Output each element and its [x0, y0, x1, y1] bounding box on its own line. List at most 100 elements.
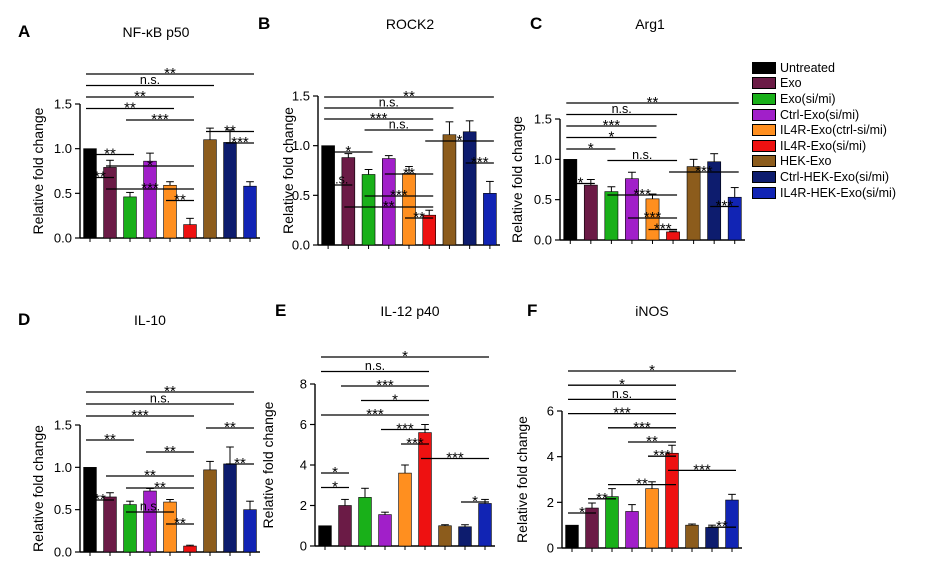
panel-title: Arg1 [635, 16, 665, 32]
bar [123, 196, 137, 239]
bar [203, 139, 217, 239]
significance-label: * [332, 479, 338, 496]
legend-label: Ctrl-Exo(si/mi) [780, 107, 860, 122]
panel-letter: E [275, 301, 286, 320]
legend-swatch [752, 186, 776, 199]
significance-label: *** [406, 435, 424, 452]
bar [358, 497, 372, 547]
legend-item: Untreated [752, 60, 896, 76]
significance-label: * [332, 464, 338, 481]
significance-label: ** [224, 419, 236, 436]
bar [685, 524, 699, 549]
y-tick-label: 1.5 [292, 89, 310, 104]
significance-label: n.s. [612, 102, 632, 116]
bar [338, 505, 352, 547]
y-tick-label: 4 [300, 458, 307, 473]
bar [183, 545, 197, 553]
bar [378, 514, 392, 547]
bar [478, 503, 492, 547]
panel-letter: A [18, 22, 30, 41]
significance-label: * [579, 504, 585, 521]
y-axis-label: Relative fold change [509, 116, 525, 243]
bar [361, 174, 376, 246]
legend-item: IL4R-Exo(ctrl-si/mi) [752, 122, 896, 138]
significance-label: * [457, 132, 463, 149]
significance-label: * [147, 157, 153, 174]
significance-label: * [345, 143, 351, 160]
significance-label: *** [613, 405, 631, 422]
significance-label: ** [413, 209, 425, 226]
significance-label: ** [403, 88, 415, 105]
panel-letter: C [530, 14, 542, 33]
significance-label: *** [693, 461, 711, 478]
bar [183, 224, 197, 239]
y-tick-label: 2 [300, 498, 307, 513]
significance-label: n.s. [612, 387, 632, 401]
bar [243, 185, 257, 239]
y-axis-label: Relative fold change [30, 425, 46, 552]
bar [83, 467, 97, 553]
y-tick-label: 0.0 [292, 238, 310, 253]
legend-label: Ctrl-HEK-Exo(si/mi) [780, 169, 890, 184]
y-tick-label: 6 [300, 417, 307, 432]
bar [585, 507, 599, 549]
significance-label: ** [403, 165, 415, 182]
significance-label: * [472, 493, 478, 510]
legend-label: Exo [780, 76, 802, 91]
legend-swatch [752, 92, 776, 105]
y-tick-label: 6 [547, 404, 554, 419]
significance-label: ** [94, 169, 106, 186]
bar [462, 131, 477, 246]
significance-label: *** [390, 187, 408, 204]
panel-letter: D [18, 310, 30, 329]
y-tick-label: 8 [300, 377, 307, 392]
bar [565, 524, 579, 549]
significance-label: ** [134, 88, 146, 105]
significance-label: ** [164, 383, 176, 400]
significance-label: ** [174, 515, 186, 532]
y-tick-label: 0.5 [534, 192, 552, 207]
legend-label: Untreated [780, 60, 835, 75]
legend-swatch [752, 155, 776, 168]
significance-label: * [619, 376, 625, 393]
significance-label: ** [154, 479, 166, 496]
significance-label: n.s. [328, 173, 348, 187]
significance-label: * [588, 140, 594, 157]
significance-label: *** [370, 110, 388, 127]
significance-label: ** [596, 490, 608, 507]
significance-label: ** [383, 198, 395, 215]
significance-label: * [392, 392, 398, 409]
y-tick-label: 0.0 [54, 545, 72, 560]
significance-label: *** [653, 447, 671, 464]
panel-title: ROCK2 [386, 16, 434, 32]
significance-label: *** [231, 134, 249, 151]
significance-label: *** [603, 117, 621, 134]
significance-label: *** [376, 377, 394, 394]
bar [442, 134, 457, 246]
bar [321, 145, 335, 246]
legend-label: IL4R-Exo(si/mi) [780, 138, 867, 153]
legend-label: IL4R-HEK-Exo(si/mi) [780, 185, 896, 200]
legend-item: IL4R-HEK-Exo(si/mi) [752, 185, 896, 201]
significance-label: *** [716, 198, 734, 215]
significance-label: ** [234, 455, 246, 472]
significance-label: ** [94, 491, 106, 508]
y-tick-label: 0.0 [54, 231, 72, 246]
y-tick-label: 0.5 [54, 186, 72, 201]
legend-item: Ctrl-HEK-Exo(si/mi) [752, 169, 896, 185]
y-axis-label: Relative fold change [30, 107, 46, 234]
y-tick-label: 0 [547, 541, 554, 556]
significance-label: *** [695, 163, 713, 180]
significance-label: n.s. [389, 118, 409, 132]
significance-label: ** [164, 443, 176, 460]
significance-label: ** [164, 65, 176, 82]
significance-label: n.s. [150, 392, 170, 406]
significance-label: *** [131, 407, 149, 424]
significance-label: ** [124, 100, 136, 117]
legend-item: Exo(si/mi) [752, 91, 896, 107]
significance-label: * [578, 175, 584, 192]
significance-label: n.s. [379, 96, 399, 110]
significance-label: ** [716, 518, 728, 535]
legend-item: Exo [752, 76, 896, 92]
